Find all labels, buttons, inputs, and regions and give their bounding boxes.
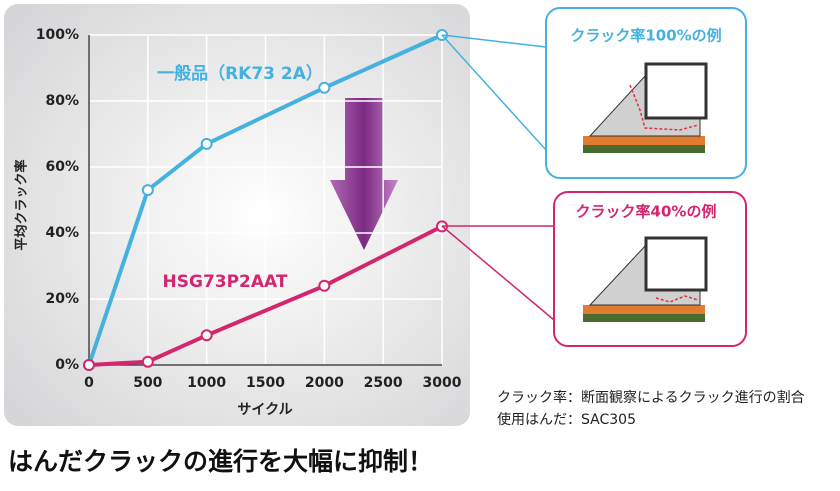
connector [441,225,555,321]
y-axis-label: 平均クラック率 [14,159,30,250]
connector [441,34,547,151]
note: 使用はんだ：SAC305 [497,411,636,428]
callout-title: クラック率40%の例 [576,203,717,221]
callout-title: クラック率100%の例 [570,27,721,45]
x-tick-label: 2500 [364,375,403,391]
data-point [200,329,213,342]
y-tick-label: 100% [36,27,79,43]
x-tick-label: 0 [84,375,94,391]
y-tick-label: 0% [55,357,79,373]
note: クラック率：断面観察によるクラック進行の割合 [497,389,805,406]
data-point [318,81,331,94]
down-arrow [330,98,398,250]
x-tick-label: 2000 [305,375,344,391]
y-tick-label: 80% [45,93,79,109]
series-label: HSG73P2AAT [163,272,288,292]
y-tick-label: 60% [45,159,79,175]
cross-section [583,236,708,322]
x-tick-label: 1500 [246,375,285,391]
data-point [200,137,213,150]
y-tick-label: 20% [45,291,79,307]
data-point [141,355,154,368]
x-tick-label: 1000 [187,375,226,391]
connector [441,34,547,48]
series-label: 一般品（RK73 2A） [157,63,323,84]
y-tick-label: 40% [45,225,79,241]
x-tick-label: 500 [133,375,162,391]
headline: はんだクラックの進行を大幅に抑制！ [8,447,433,476]
cross-section [583,62,708,153]
x-tick-label: 3000 [423,375,462,391]
data-point [83,359,95,371]
x-axis-label: サイクル [237,402,292,418]
data-point [318,279,331,292]
data-point [141,184,154,197]
